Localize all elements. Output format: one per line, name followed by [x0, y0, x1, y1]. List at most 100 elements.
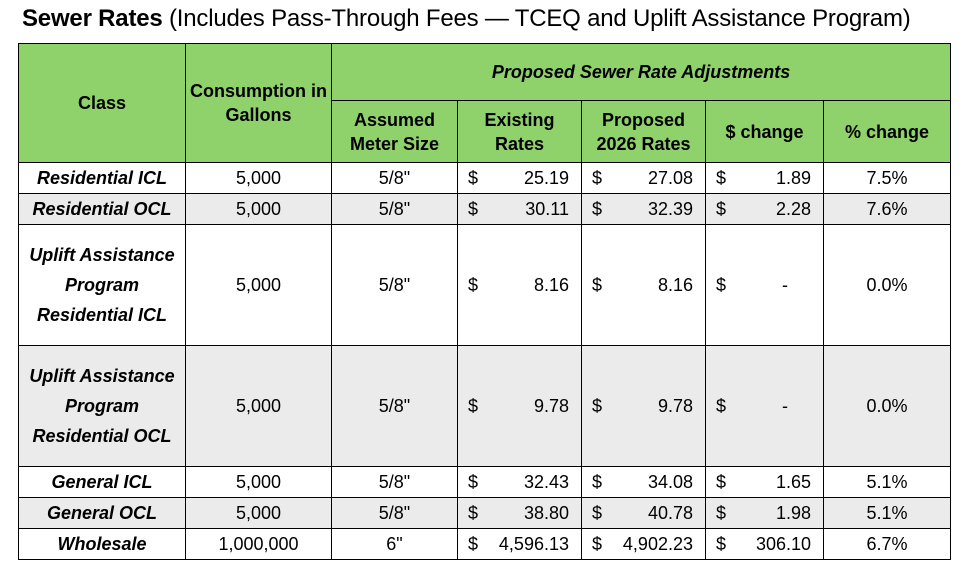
cell-proposed-rate-value: 34.08 — [647, 471, 693, 492]
cell-proposed-rate: $27.08 — [581, 162, 706, 194]
cell-proposed-rate-value: 40.78 — [647, 502, 693, 523]
title-bold: Sewer Rates — [22, 5, 163, 32]
cell-dollar-change-value: 1.98 — [775, 502, 811, 523]
cell-meter-size: 5/8" — [331, 162, 458, 194]
cell-proposed-rate: $32.39 — [581, 193, 706, 225]
table-row: Wholesale 1,000,000 6" $4,596.13 $4,902.23 $3… — [18, 528, 952, 560]
cell-dollar-change: $2.28 — [705, 193, 824, 225]
currency-symbol: $ — [592, 471, 603, 492]
cell-consumption: 5,000 — [185, 345, 332, 467]
cell-meter-size: 5/8" — [331, 224, 458, 346]
header-percent-change: % change — [822, 100, 952, 163]
header-consumption: Consumption in Gallons — [185, 43, 332, 163]
currency-symbol: $ — [592, 274, 603, 295]
cell-meter-size: 5/8" — [331, 466, 458, 498]
table-row: Residential OCL 5,000 5/8" $30.11 $32.39 $2.2… — [18, 193, 952, 225]
currency-symbol: $ — [468, 471, 479, 492]
cell-consumption: 5,000 — [185, 224, 332, 346]
currency-symbol: $ — [716, 533, 727, 554]
currency-symbol: $ — [592, 395, 603, 416]
cell-proposed-rate-value: 8.16 — [657, 274, 693, 295]
currency-symbol: $ — [716, 274, 727, 295]
cell-class: Residential ICL — [18, 162, 186, 194]
cell-proposed-rate: $34.08 — [581, 466, 706, 498]
cell-existing-rate-value: 9.78 — [533, 395, 569, 416]
cell-dollar-change: $1.89 — [705, 162, 824, 194]
cell-meter-size: 5/8" — [331, 497, 458, 529]
table-body: Residential ICL 5,000 5/8" $25.19 $27.08 $1.8… — [18, 162, 952, 560]
cell-dollar-change: $ - — [705, 224, 824, 346]
cell-class: General OCL — [18, 497, 186, 529]
cell-consumption: 5,000 — [185, 193, 332, 225]
cell-existing-rate-value: 4,596.13 — [498, 533, 569, 554]
cell-existing-rate-value: 8.16 — [533, 274, 569, 295]
cell-consumption: 5,000 — [185, 162, 332, 194]
currency-symbol: $ — [592, 502, 603, 523]
cell-existing-rate: $4,596.13 — [457, 528, 582, 560]
currency-symbol: $ — [468, 502, 479, 523]
currency-symbol: $ — [468, 533, 479, 554]
header-existing-rates: Existing Rates — [457, 100, 582, 163]
cell-existing-rate: $25.19 — [457, 162, 582, 194]
cell-dollar-change-value: 1.89 — [775, 167, 811, 188]
cell-percent-change: 7.6% — [822, 193, 952, 225]
currency-symbol: $ — [716, 471, 727, 492]
cell-dollar-change-value: - — [782, 395, 789, 416]
table-row: General ICL 5,000 5/8" $32.43 $34.08 $1.65 5.1… — [18, 466, 952, 498]
cell-class: Uplift Assistance Program Residential OC… — [18, 345, 186, 467]
currency-symbol: $ — [592, 533, 603, 554]
header-class: Class — [18, 43, 186, 163]
cell-proposed-rate-value: 9.78 — [657, 395, 693, 416]
currency-symbol: $ — [592, 198, 603, 219]
cell-proposed-rate-value: 32.39 — [647, 198, 693, 219]
cell-consumption: 5,000 — [185, 466, 332, 498]
currency-symbol: $ — [468, 274, 479, 295]
cell-percent-change: 6.7% — [822, 528, 952, 560]
cell-existing-rate-value: 38.80 — [523, 502, 569, 523]
cell-proposed-rate-value: 27.08 — [647, 167, 693, 188]
cell-class: Uplift Assistance Program Residential IC… — [18, 224, 186, 346]
header-meter-size: Assumed Meter Size — [331, 100, 458, 163]
currency-symbol: $ — [468, 167, 479, 188]
cell-proposed-rate: $8.16 — [581, 224, 706, 346]
cell-dollar-change: $306.10 — [705, 528, 824, 560]
currency-symbol: $ — [716, 502, 727, 523]
currency-symbol: $ — [592, 167, 603, 188]
table-row: Residential ICL 5,000 5/8" $25.19 $27.08 $1.8… — [18, 162, 952, 194]
cell-dollar-change: $ - — [705, 345, 824, 467]
cell-percent-change: 5.1% — [822, 497, 952, 529]
cell-class: Wholesale — [18, 528, 186, 560]
cell-dollar-change-value: 2.28 — [775, 198, 811, 219]
cell-dollar-change-value: - — [782, 274, 789, 295]
sewer-rates-table: Class Consumption in Gallons Proposed Se… — [18, 43, 952, 560]
cell-percent-change: 0.0% — [822, 224, 952, 346]
cell-proposed-rate: $9.78 — [581, 345, 706, 467]
cell-existing-rate: $30.11 — [457, 193, 582, 225]
cell-existing-rate-value: 25.19 — [523, 167, 569, 188]
cell-existing-rate-value: 30.11 — [525, 198, 569, 219]
cell-existing-rate: $9.78 — [457, 345, 582, 467]
currency-symbol: $ — [716, 198, 727, 219]
header-proposed-rates: Proposed 2026 Rates — [581, 100, 706, 163]
header-dollar-change: $ change — [705, 100, 824, 163]
cell-dollar-change: $1.98 — [705, 497, 824, 529]
cell-percent-change: 0.0% — [822, 345, 952, 467]
cell-meter-size: 6" — [331, 528, 458, 560]
cell-dollar-change-value: 306.10 — [755, 533, 811, 554]
currency-symbol: $ — [468, 198, 479, 219]
currency-symbol: $ — [468, 395, 479, 416]
cell-existing-rate: $8.16 — [457, 224, 582, 346]
title-subtitle: (Includes Pass-Through Fees — TCEQ and U… — [162, 5, 911, 32]
cell-percent-change: 7.5% — [822, 162, 952, 194]
cell-existing-rate: $32.43 — [457, 466, 582, 498]
cell-consumption: 5,000 — [185, 497, 332, 529]
table-row: Uplift Assistance Program Residential IC… — [18, 224, 952, 346]
cell-consumption: 1,000,000 — [185, 528, 332, 560]
cell-meter-size: 5/8" — [331, 345, 458, 467]
cell-dollar-change: $1.65 — [705, 466, 824, 498]
cell-proposed-rate-value: 4,902.23 — [622, 533, 693, 554]
cell-proposed-rate: $40.78 — [581, 497, 706, 529]
cell-proposed-rate: $4,902.23 — [581, 528, 706, 560]
cell-class: Residential OCL — [18, 193, 186, 225]
cell-existing-rate: $38.80 — [457, 497, 582, 529]
